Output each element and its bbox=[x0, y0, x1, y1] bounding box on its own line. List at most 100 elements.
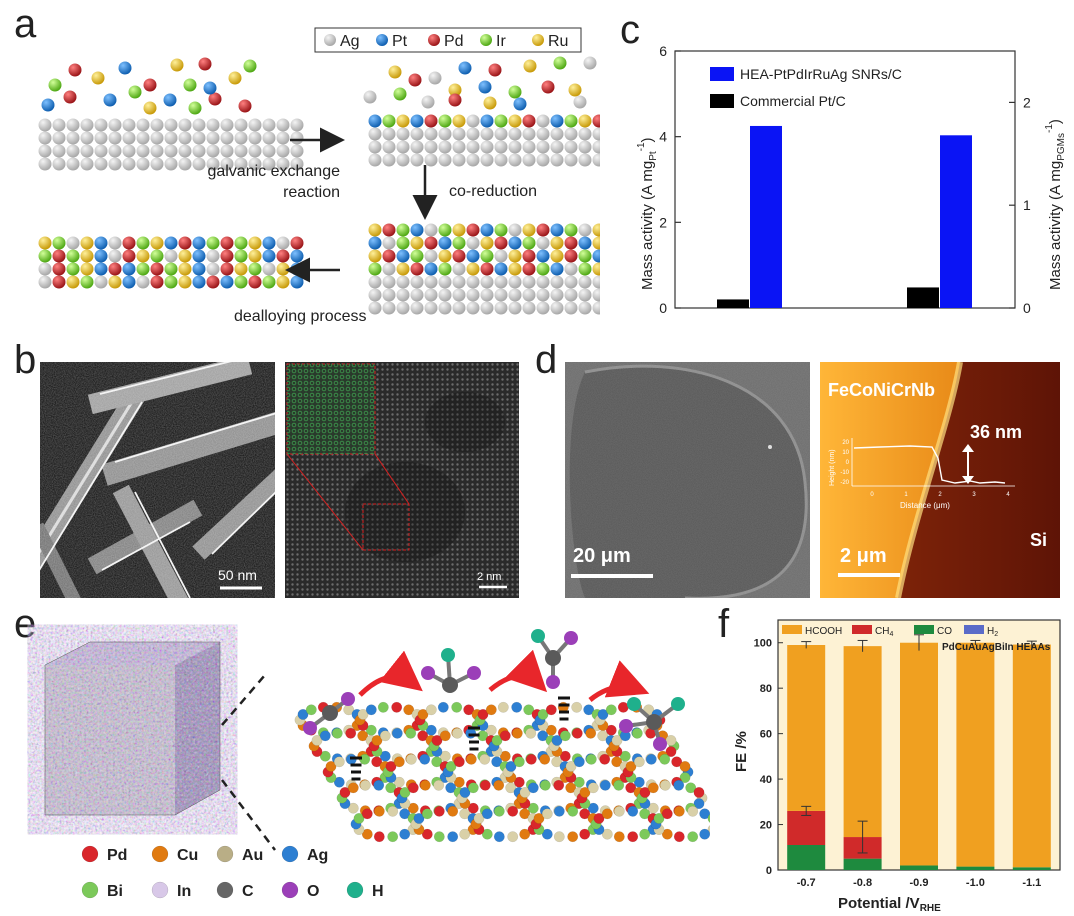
network-atom bbox=[325, 760, 337, 772]
oxygen-atom bbox=[303, 721, 317, 735]
chart-c-bars bbox=[717, 125, 972, 308]
network-atom bbox=[627, 831, 639, 843]
atom-ag bbox=[206, 144, 220, 158]
atom-ag bbox=[150, 157, 164, 171]
atom-pt bbox=[550, 262, 564, 276]
network-atom bbox=[665, 734, 677, 746]
precursor-atoms-after-exchange bbox=[363, 56, 597, 111]
atom-ag bbox=[164, 144, 178, 158]
network-atom bbox=[679, 772, 691, 784]
atom-ag bbox=[38, 118, 52, 132]
atom-ag bbox=[564, 301, 578, 315]
network-atom bbox=[567, 805, 579, 817]
atom-ag bbox=[382, 301, 396, 315]
atom-ag bbox=[578, 140, 592, 154]
atom-ir bbox=[368, 262, 382, 276]
precursor-atom-pd bbox=[208, 92, 222, 106]
network-atom bbox=[353, 812, 365, 824]
atom-ag bbox=[494, 301, 508, 315]
network-atom bbox=[599, 779, 611, 791]
network-atom bbox=[451, 727, 463, 739]
legend-atom-ag bbox=[324, 34, 336, 46]
network-atom bbox=[571, 727, 583, 739]
network-atom bbox=[373, 831, 385, 843]
atom-ag bbox=[508, 223, 522, 237]
atom-ag bbox=[424, 140, 438, 154]
network-atom bbox=[305, 704, 317, 716]
network-atom bbox=[417, 709, 429, 720]
atom-pd bbox=[466, 223, 480, 237]
precursor-atom-ru bbox=[388, 65, 402, 79]
atom-ag bbox=[494, 140, 508, 154]
zoom-line-top bbox=[221, 674, 266, 726]
atom-ag bbox=[410, 153, 424, 167]
network-atom bbox=[451, 701, 463, 713]
legend-ball-c bbox=[216, 881, 234, 899]
atom-ag bbox=[66, 144, 80, 158]
network-atom bbox=[491, 734, 503, 746]
precursor-atom-ru bbox=[483, 96, 497, 110]
atom-pd bbox=[108, 262, 122, 276]
precursor-atoms-initial bbox=[41, 57, 257, 115]
network-atom bbox=[565, 782, 577, 794]
atom-pd bbox=[480, 262, 494, 276]
legend-label-pt: Pt bbox=[392, 33, 408, 50]
network-atom bbox=[413, 812, 425, 824]
network-atom bbox=[459, 786, 471, 798]
oxygen-atom bbox=[421, 666, 435, 680]
network-atom bbox=[611, 756, 623, 768]
atom-ag bbox=[494, 275, 508, 289]
legend-ball-au bbox=[216, 845, 234, 863]
network-atom bbox=[431, 734, 443, 746]
atom-ag bbox=[396, 140, 410, 154]
atom-ag bbox=[276, 236, 290, 250]
atom-ag bbox=[494, 249, 508, 263]
network-atom bbox=[525, 753, 537, 765]
atom-pd bbox=[52, 275, 66, 289]
atom-ag bbox=[80, 118, 94, 132]
atom-ag bbox=[262, 131, 276, 145]
chart-f-annotation: PdCuAuAgBiIn HEAAs bbox=[942, 642, 1051, 653]
atom-pd bbox=[122, 236, 136, 250]
substrate-label: Si bbox=[1030, 530, 1047, 550]
atom-ag bbox=[564, 153, 578, 167]
carbon-atom bbox=[322, 705, 338, 721]
atom-ag bbox=[382, 288, 396, 302]
atom-pd bbox=[206, 275, 220, 289]
legend-label-ir: Ir bbox=[496, 33, 506, 50]
reaction-arrow bbox=[358, 650, 423, 697]
atom-ag bbox=[508, 153, 522, 167]
reaction-arrow bbox=[588, 660, 650, 702]
network-atom bbox=[699, 828, 710, 840]
atom-pd bbox=[178, 236, 192, 250]
network-atom bbox=[465, 727, 477, 739]
atom-ag bbox=[80, 144, 94, 158]
network-atom bbox=[417, 730, 429, 742]
network-atom bbox=[421, 828, 433, 840]
atom-ag bbox=[424, 301, 438, 315]
network-atom bbox=[639, 828, 651, 840]
precursor-atom-pt bbox=[458, 61, 472, 75]
precursor-atom-ru bbox=[143, 101, 157, 115]
legend-label-ru: Ru bbox=[548, 33, 568, 50]
precursor-atom-ag bbox=[363, 90, 377, 104]
inset-xtick: 4 bbox=[1006, 492, 1010, 498]
legend-ball-in bbox=[151, 881, 169, 899]
network-atom bbox=[593, 812, 605, 824]
atom-ag bbox=[38, 157, 52, 171]
atom-ag bbox=[424, 223, 438, 237]
atom-ag bbox=[206, 118, 220, 132]
atom-ag bbox=[396, 301, 410, 315]
svg-text:Height (nm): Height (nm) bbox=[829, 449, 836, 486]
legend-atom-pt bbox=[376, 34, 388, 46]
reaction-arrow bbox=[488, 649, 548, 693]
atom-pt bbox=[192, 275, 206, 289]
chart-f-ytick-label: 20 bbox=[760, 820, 772, 832]
atom-ag bbox=[136, 275, 150, 289]
network-atom bbox=[373, 779, 385, 791]
panel-label-c: c bbox=[620, 8, 640, 52]
atom-ag bbox=[122, 157, 136, 171]
network-atom bbox=[493, 831, 505, 843]
scale-label-2nm: 2 nm bbox=[477, 571, 501, 583]
atom-pt bbox=[192, 236, 206, 250]
